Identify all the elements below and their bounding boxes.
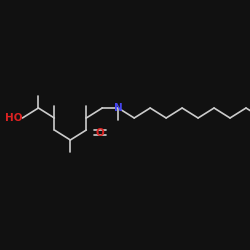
Text: O: O — [96, 128, 105, 138]
Text: HO: HO — [5, 113, 22, 123]
Text: N: N — [114, 103, 122, 113]
